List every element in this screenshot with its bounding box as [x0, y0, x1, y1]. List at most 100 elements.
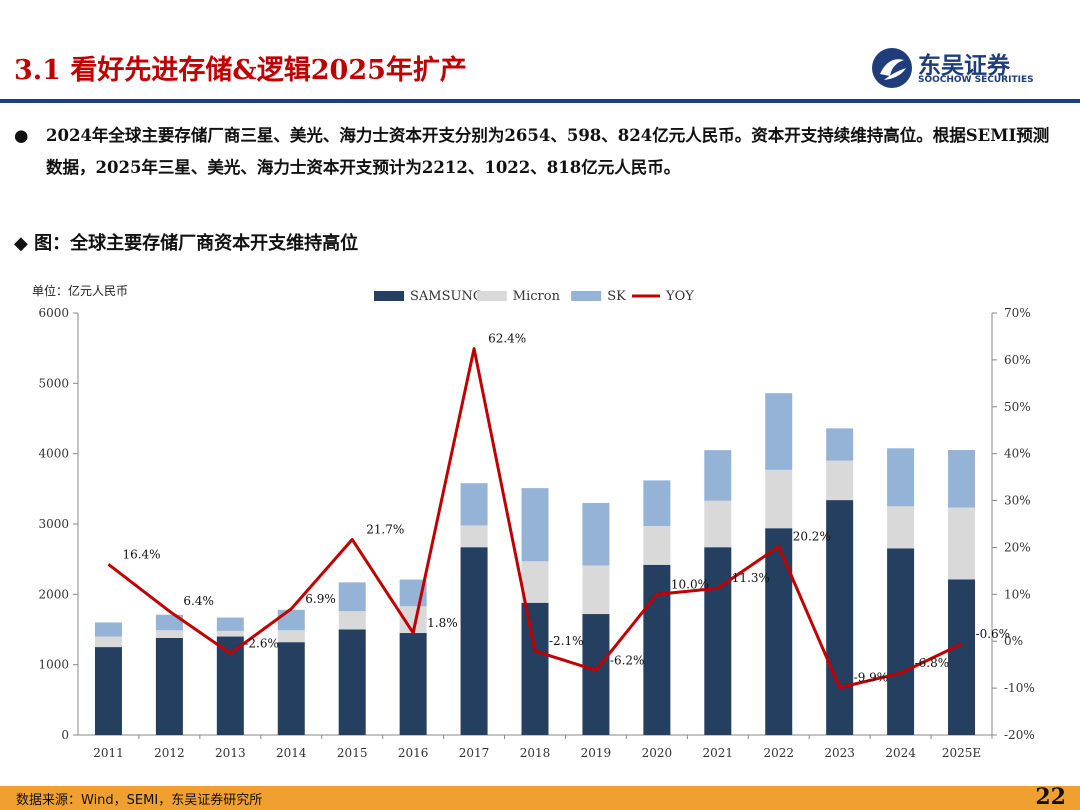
samsung-bar — [460, 547, 488, 735]
x-tick-label: 2024 — [885, 746, 916, 760]
samsung-bar — [338, 629, 366, 735]
unit-label: 单位：亿元人民币 — [32, 283, 128, 298]
header-rule — [0, 99, 1080, 103]
samsung-bar — [643, 564, 671, 735]
y-right-tick-label: -10% — [1004, 681, 1035, 695]
micron-bar — [155, 630, 183, 638]
yoy-line — [107, 347, 963, 690]
y-left-tick-label: 0 — [61, 728, 69, 742]
y-right-tick-label: 10% — [1004, 587, 1031, 601]
yoy-data-label: -2.6% — [244, 636, 279, 650]
yoy-data-label: 20.2% — [793, 530, 831, 544]
summary-paragraph: ● 2024年全球主要存储厂商三星、美光、海力士资本开支分别为2654、598、… — [14, 120, 1064, 184]
micron-bar — [94, 636, 122, 648]
legend-label: Micron — [513, 289, 561, 304]
figure-caption: ◆ 图：全球主要存储厂商资本开支维持高位 — [14, 233, 359, 254]
x-tick-label: 2012 — [154, 746, 185, 760]
yoy-data-label: 1.8% — [427, 616, 458, 630]
sk-bar — [155, 614, 183, 631]
x-tick-label: 2019 — [581, 746, 612, 760]
micron-bar — [826, 460, 854, 501]
samsung-bar — [704, 547, 732, 735]
company-logo: 东吴证券 SOOCHOW SECURITIES — [870, 46, 1050, 90]
sk-bar — [94, 622, 122, 637]
yoy-data-label: 62.4% — [488, 332, 526, 346]
samsung-bar — [582, 614, 610, 735]
y-left-tick-label: 2000 — [38, 587, 69, 601]
samsung-bar — [277, 642, 305, 735]
page-number: 22 — [1035, 784, 1066, 810]
y-left-tick-label: 5000 — [38, 376, 69, 390]
micron-bar — [948, 507, 976, 580]
footer-bar: 数据来源：Wind，SEMI，东吴证券研究所 22 — [0, 784, 1080, 810]
logo-mark-icon — [872, 48, 912, 88]
x-tick-label: 2017 — [459, 746, 490, 760]
y-right-tick-label: 60% — [1004, 353, 1031, 367]
x-tick-label: 2018 — [520, 746, 551, 760]
yoy-data-label: -6.8% — [915, 656, 950, 670]
sk-bar — [765, 393, 793, 470]
y-left-tick-label: 3000 — [38, 517, 69, 531]
samsung-bar — [765, 528, 793, 735]
sk-bar — [582, 502, 610, 566]
micron-bar — [277, 630, 305, 643]
x-tick-label: 2025E — [942, 746, 981, 760]
y-right-tick-label: 30% — [1004, 494, 1031, 508]
y-left-tick-label: 4000 — [38, 447, 69, 461]
samsung-bar — [887, 548, 915, 735]
micron-bar — [582, 565, 610, 615]
micron-bar — [643, 526, 671, 565]
capex-chart: 单位：亿元人民币 0 1000 2000 3000 4000 5000 6000 -20% -10… — [32, 283, 1035, 760]
sk-bar — [338, 582, 366, 612]
samsung-bar — [521, 602, 549, 735]
micron-bar — [338, 611, 366, 630]
x-tick-label: 2020 — [642, 746, 673, 760]
yoy-data-label: 10.0% — [671, 577, 709, 591]
micron-bar — [704, 500, 732, 548]
y-left-tick-label: 1000 — [38, 658, 69, 672]
yoy-data-label: 11.3% — [732, 571, 770, 585]
micron-bar — [216, 630, 244, 637]
x-tick-label: 2016 — [398, 746, 429, 760]
samsung-bar — [155, 637, 183, 735]
sk-bar — [521, 488, 549, 562]
sk-bar — [216, 617, 244, 631]
x-tick-label: 2011 — [93, 746, 124, 760]
yoy-data-label: -6.2% — [610, 653, 645, 667]
page-title: 3.1 看好先进存储&逻辑2025年扩产 — [14, 55, 467, 86]
sk-bar — [887, 448, 915, 507]
sk-bar — [277, 609, 305, 631]
micron-bar — [521, 561, 549, 603]
legend-label: SAMSUNG — [410, 289, 483, 304]
y-right-tick-label: 70% — [1004, 306, 1031, 320]
y-right-tick-label: 40% — [1004, 447, 1031, 461]
y-right-tick-label: 0% — [1004, 634, 1023, 648]
legend-label: YOY — [665, 289, 694, 304]
x-tick-label: 2023 — [824, 746, 855, 760]
yoy-data-label: -2.1% — [549, 634, 584, 648]
samsung-bar — [826, 500, 854, 735]
legend-swatch — [571, 291, 602, 301]
y-right-tick-label: 20% — [1004, 540, 1031, 554]
x-tick-label: 2015 — [337, 746, 368, 760]
y-right-tick-label: 50% — [1004, 400, 1031, 414]
yoy-data-label: 16.4% — [122, 547, 160, 561]
x-tick-label: 2014 — [276, 746, 307, 760]
legend-swatch — [374, 291, 404, 301]
source-note: 数据来源：Wind，SEMI，东吴证券研究所 — [16, 793, 263, 808]
x-tick-label: 2022 — [763, 746, 794, 760]
yoy-data-label: -9.9% — [854, 671, 889, 685]
logo-en-text: SOOCHOW SECURITIES — [918, 75, 1034, 85]
logo-cn-text: 东吴证券 — [918, 53, 1010, 79]
micron-bar — [765, 469, 793, 529]
samsung-bar — [94, 647, 122, 735]
samsung-bar — [948, 579, 976, 735]
micron-bar — [887, 506, 915, 549]
yoy-data-label: 6.9% — [305, 592, 336, 606]
legend-swatch — [476, 291, 507, 301]
yoy-data-label: -0.6% — [976, 627, 1011, 641]
samsung-bar — [399, 633, 427, 735]
sk-bar — [704, 450, 732, 501]
yoy-data-label: 6.4% — [183, 594, 214, 608]
sk-bar — [460, 483, 488, 526]
